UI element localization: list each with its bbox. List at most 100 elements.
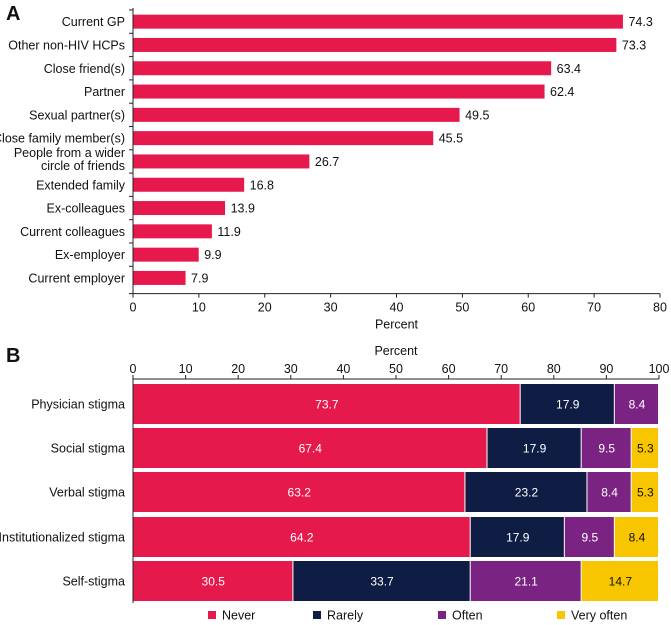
panel-b-segment-label: 17.9: [556, 398, 580, 412]
panel-a-category-label: Sexual partner(s): [29, 108, 125, 122]
panel-a-category-label: Ex-employer: [55, 248, 125, 262]
panel-b-segment-label: 8.4: [601, 486, 618, 500]
panel-a-x-tick-label: 0: [130, 301, 137, 315]
panel-b-bar-segment: [133, 561, 293, 601]
panel-b-segment-label: 5.3: [637, 442, 654, 456]
panel-b-segment-label: 30.5: [202, 575, 226, 589]
panel-a-value-label: 74.3: [628, 15, 652, 29]
panel-a-value-label: 63.4: [557, 62, 581, 76]
panel-b-bar-segment: [564, 517, 614, 557]
panel-b-category-label: Physician stigma: [31, 398, 125, 412]
panel-b-x-axis-title: Percent: [374, 344, 418, 358]
panel-a-bar: [133, 177, 245, 192]
panel-b-x-tick-label: 30: [284, 362, 298, 376]
panel-b-segment-label: 21.1: [515, 575, 539, 589]
panel-a-category-label: Current colleagues: [20, 225, 125, 239]
panel-a-bar: [133, 247, 199, 262]
panel-b-legend-swatch: [208, 611, 216, 619]
panel-b-legend-swatch: [438, 611, 446, 619]
panel-b-legend-label: Very often: [571, 609, 627, 623]
panel-b-bar-segment: [133, 472, 465, 512]
panel-a-bar: [133, 224, 212, 239]
panel-b-segment-label: 9.5: [598, 442, 615, 456]
panel-a-category-label: Close friend(s): [44, 62, 125, 76]
panel-b-legend-label: Often: [452, 609, 483, 623]
panel-b-segment-label: 73.7: [315, 398, 339, 412]
panel-b-bar-segment: [631, 472, 658, 512]
panel-a-bar: [133, 14, 623, 29]
panel-a-category-label: Other non-HIV HCPs: [8, 38, 125, 52]
panel-a-chart: 0 10 20 30 40 50 60 70 80 Percent 74.3 Current GP 73…: [0, 8, 667, 332]
panel-b-bar-segment: [581, 428, 631, 468]
panel-b-segment-label: 17.9: [523, 442, 547, 456]
panel-b-legend-label: Rarely: [327, 609, 364, 623]
panel-b-bar-segment: [520, 384, 614, 424]
panel-b-legend-swatch: [313, 611, 321, 619]
panel-b-segment-label: 8.4: [629, 531, 646, 545]
panel-a-category-label: Close family member(s): [0, 132, 125, 146]
panel-b-bar-segment: [293, 561, 470, 601]
panel-b-chart: Percent 0 10 20 30 40 50 60 70 80 90 100 73.7 17.9 8.4…: [0, 344, 669, 623]
panel-a-value-label: 62.4: [550, 85, 574, 99]
panel-a-value-label: 7.9: [191, 271, 208, 285]
panel-a-x-axis-title: Percent: [375, 318, 419, 332]
panel-a-category-label: Current employer: [28, 271, 125, 285]
panel-b-x-tick-label: 90: [599, 362, 613, 376]
panel-b-category-label: Self-stigma: [62, 575, 125, 589]
panel-a-letter: A: [6, 3, 20, 25]
panel-a-value-label: 49.5: [465, 108, 489, 122]
panel-a-x-tick-label: 40: [390, 301, 404, 315]
panel-b-segment-label: 23.2: [515, 486, 539, 500]
panel-a-x-tick-label: 80: [653, 301, 667, 315]
panel-b-x-tick-label: 70: [494, 362, 508, 376]
panel-b-segment-label: 17.9: [506, 531, 530, 545]
panel-a-bar: [133, 37, 617, 52]
panel-b-segment-label: 9.5: [581, 531, 598, 545]
panel-b-bar-segment: [133, 428, 487, 468]
panel-b-segment-label: 14.7: [609, 575, 633, 589]
panel-b-x-tick-label: 50: [389, 362, 403, 376]
panel-a-x-tick-label: 10: [192, 301, 206, 315]
panel-b-x-tick-label: 10: [179, 362, 193, 376]
panel-b-legend-swatch: [557, 611, 565, 619]
panel-b-category-label: Social stigma: [51, 442, 125, 456]
panel-b-x-tick-label: 40: [336, 362, 350, 376]
panel-b-bar-segment: [470, 561, 581, 601]
panel-b-x-tick-label: 20: [231, 362, 245, 376]
panel-a-category-label: Partner: [84, 85, 125, 99]
panel-a-x-tick-label: 70: [587, 301, 601, 315]
panel-a-category-label: People from a wider: [14, 146, 125, 160]
panel-a-category-label: Extended family: [36, 178, 126, 192]
panel-a-value-label: 26.7: [315, 155, 339, 169]
panel-b-bar-segment: [470, 517, 564, 557]
panel-b-segment-label: 5.3: [637, 486, 654, 500]
panel-a-value-label: 16.8: [250, 178, 274, 192]
panel-a-value-label: 73.3: [622, 38, 646, 52]
panel-b-bar-segment: [465, 472, 587, 512]
panel-b-bar-segment: [631, 428, 658, 468]
panel-b-bar-segment: [487, 428, 581, 468]
panel-a-bar: [133, 270, 186, 285]
panel-a-x-tick-label: 30: [324, 301, 338, 315]
panel-b-x-tick-label: 0: [130, 362, 137, 376]
panel-b-bar-segment: [614, 517, 658, 557]
panel-a-bar: [133, 154, 310, 169]
panel-a-bar: [133, 201, 226, 216]
panel-a-bar: [133, 107, 460, 122]
panel-a-x-tick-label: 50: [455, 301, 469, 315]
panel-a-bar: [133, 84, 545, 99]
panel-a-value-label: 9.9: [204, 248, 221, 262]
panel-b-category-label: Institutionalized stigma: [0, 531, 125, 545]
panel-b-x-tick-label: 80: [547, 362, 561, 376]
panel-a-value-label: 45.5: [439, 132, 463, 146]
panel-b-segment-label: 8.4: [629, 398, 646, 412]
panel-b-bar-segment: [614, 384, 658, 424]
panel-a-value-label: 13.9: [231, 202, 255, 216]
panel-b-x-tick-label: 100: [649, 362, 670, 376]
panel-b-legend-label: Never: [222, 609, 255, 623]
panel-b-category-label: Verbal stigma: [49, 486, 125, 500]
panel-b-bar-segment: [587, 472, 631, 512]
panel-a-category-label: circle of friends: [41, 159, 125, 173]
panel-b-segment-label: 63.2: [288, 486, 312, 500]
panel-a-value-label: 11.9: [217, 225, 240, 239]
